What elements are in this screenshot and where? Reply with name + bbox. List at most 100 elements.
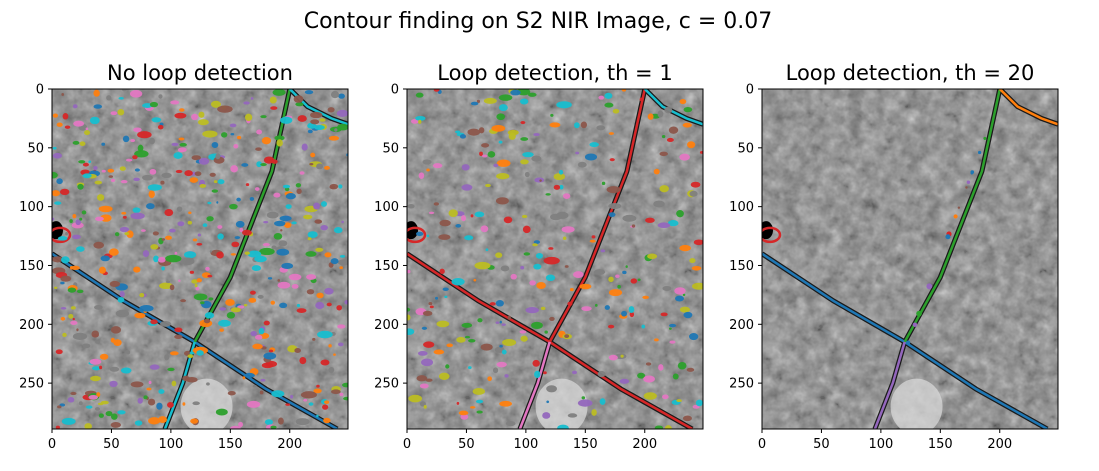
contour-blob <box>169 228 176 233</box>
contour-blob <box>522 151 534 158</box>
contour-blob <box>120 180 128 184</box>
contour-blob <box>478 127 485 134</box>
contour-blob <box>567 301 573 306</box>
contour-blob <box>107 168 115 173</box>
contour-blob <box>329 185 336 190</box>
contour-blob <box>906 340 911 345</box>
contour-blob <box>148 380 152 385</box>
contour-blob <box>654 338 659 342</box>
contour-blob <box>438 372 450 380</box>
contour-blob <box>285 193 296 200</box>
contour-blob <box>152 231 159 236</box>
contour-blob <box>99 353 109 360</box>
contour-blob <box>341 220 344 224</box>
contour-blob <box>137 144 144 152</box>
contour-blob <box>503 216 513 224</box>
contour-blob <box>278 240 288 247</box>
contour-blob <box>496 361 507 368</box>
contour-blob <box>98 266 106 274</box>
contour-blob <box>175 169 183 174</box>
contour-blob <box>337 259 348 266</box>
contour-blob <box>106 95 112 101</box>
contour-blob <box>244 113 253 122</box>
contour-blob <box>423 341 435 348</box>
contour-blob <box>111 287 117 291</box>
contour-blob <box>464 335 471 339</box>
contour-blob <box>523 252 531 256</box>
contour-blob <box>621 310 627 317</box>
contour-blob <box>276 248 290 256</box>
contour-blob <box>121 89 127 92</box>
contour-blob <box>90 375 101 382</box>
y-tick-label: 150 <box>374 259 399 274</box>
contour-blob <box>132 207 141 213</box>
contour-blob <box>502 339 517 346</box>
contour-blob <box>498 140 503 144</box>
contour-blob <box>496 113 506 121</box>
contour-blob <box>101 169 106 173</box>
contour-blob <box>323 165 330 170</box>
contour-blob <box>683 107 693 113</box>
contour-blob <box>323 417 331 424</box>
contour-blob <box>62 332 67 338</box>
contour-blob <box>428 211 435 215</box>
contour-blob <box>983 136 987 140</box>
contour-blob <box>189 177 199 183</box>
contour-blob <box>307 231 318 238</box>
contour-blob <box>596 125 606 131</box>
contour-dark-blob <box>762 226 782 244</box>
contour-blob <box>93 104 103 109</box>
contour-blob <box>487 151 496 158</box>
contour-blob <box>280 116 293 124</box>
contour-blob <box>239 227 244 233</box>
contour-blob <box>110 326 122 334</box>
contour-blob <box>85 405 93 409</box>
y-tick-label: 150 <box>19 259 44 274</box>
contour-blob <box>432 163 443 169</box>
contour-blob <box>407 328 415 336</box>
contour-blob <box>615 274 620 278</box>
contour-blob <box>56 178 63 185</box>
contour-blob <box>274 220 286 227</box>
contour-blob <box>204 312 215 319</box>
contour-blob <box>310 111 323 119</box>
panel-title: Loop detection, th = 20 <box>786 61 1035 85</box>
contour-blob <box>72 104 78 109</box>
contour-blob <box>133 266 141 273</box>
contour-blob <box>534 177 545 183</box>
contour-blob <box>134 420 143 426</box>
contour-blob <box>142 174 153 181</box>
contour-blob <box>461 184 473 191</box>
contour-blob <box>580 121 588 129</box>
contour-blob <box>194 171 202 177</box>
contour-blob <box>550 113 554 117</box>
contour-blob <box>407 203 415 209</box>
y-tick-label: 200 <box>729 318 754 333</box>
contour-blob <box>280 229 283 232</box>
contour-blob <box>589 239 596 243</box>
contour-blob <box>70 391 77 396</box>
contour-blob <box>150 319 158 325</box>
contour-blob <box>193 293 208 301</box>
contour-blob <box>139 305 154 312</box>
contour-blob <box>169 284 175 291</box>
contour-road-ne <box>643 89 703 126</box>
contour-blob <box>339 392 344 397</box>
contour-blob <box>645 362 652 366</box>
contour-blob <box>337 123 348 131</box>
contour-blob <box>217 105 233 113</box>
contour-blob <box>330 90 340 99</box>
contour-blob <box>316 292 324 299</box>
contour-blob <box>316 163 324 170</box>
contour-blob <box>608 289 623 297</box>
contour-blob <box>230 165 238 173</box>
contour-blob <box>114 232 120 237</box>
contour-blob <box>230 307 242 313</box>
contour-blob <box>608 132 614 135</box>
contour-blob <box>165 235 172 240</box>
contour-blob <box>333 353 336 356</box>
contour-blob <box>661 135 666 139</box>
contour-blob <box>247 250 262 258</box>
contour-blob <box>692 282 703 290</box>
contour-blob <box>57 405 62 409</box>
